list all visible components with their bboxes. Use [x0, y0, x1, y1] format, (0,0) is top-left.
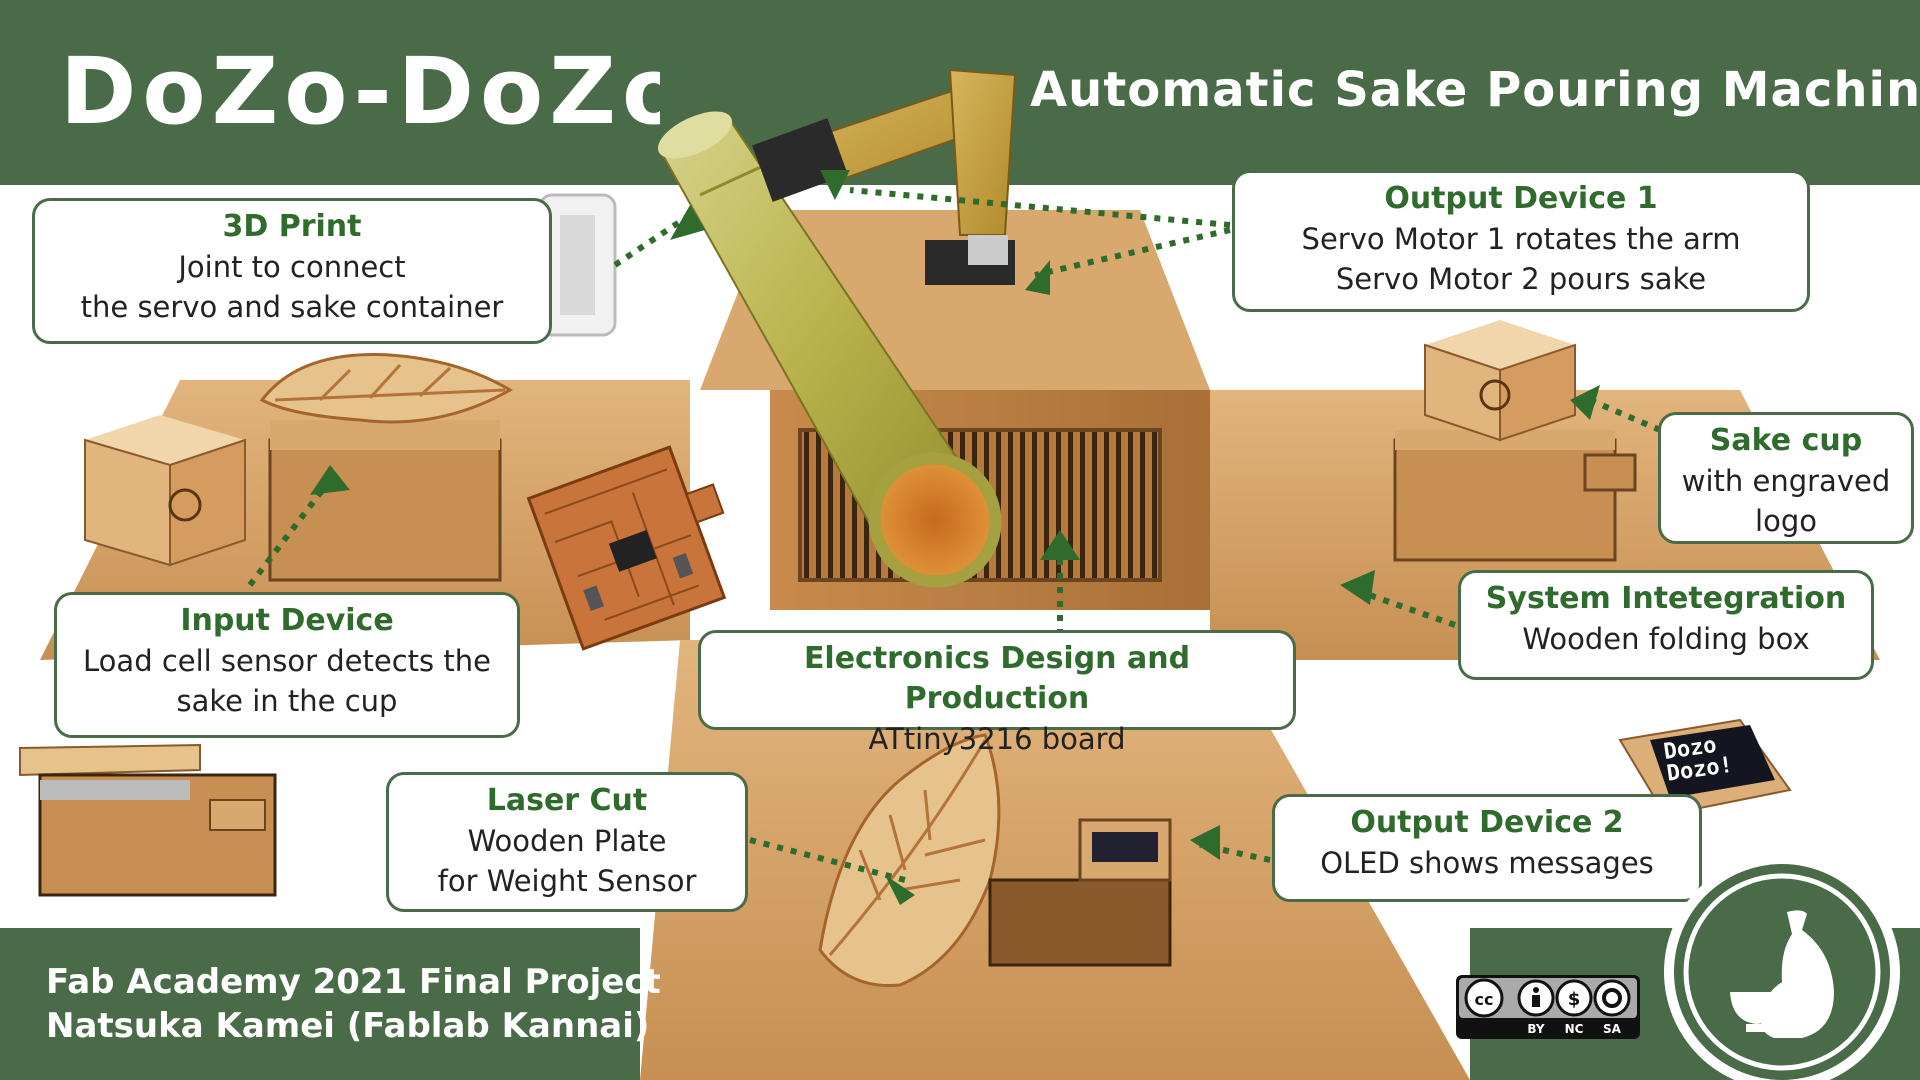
callout-line: Servo Motor 1 rotates the arm [1301, 222, 1741, 256]
cc-license-badge: cc $ BY NC SA [1456, 975, 1640, 1039]
callout-laser-cut: Laser Cut Wooden Plate for Weight Sensor [386, 772, 748, 912]
callout-line: Joint to connect [178, 250, 406, 284]
sensor-side-view [19, 743, 277, 897]
callout-title: Output Device 1 [1384, 181, 1658, 216]
callout-title: Input Device [180, 603, 394, 638]
callout-line: Wooden Plate [467, 824, 667, 858]
callout-sake-cup: Sake cup with engraved logo [1658, 412, 1914, 544]
callout-line: ATtiny3216 board [868, 722, 1126, 756]
callout-line: Wooden folding box [1522, 622, 1810, 656]
callout-title: Sake cup [1709, 423, 1863, 458]
callout-system-integration: System Intetegration Wooden folding box [1458, 570, 1874, 680]
logo-text: DoZo-DoZo [60, 38, 660, 145]
left-sensor-box [268, 438, 502, 582]
servo-arm [752, 68, 1017, 285]
callout-line: with engraved [1681, 464, 1891, 498]
callout-line: for Weight Sensor [437, 864, 697, 898]
cc-sa: SA [1603, 1022, 1622, 1036]
footer-author: Natsuka Kamei (Fablab Kannai) [46, 1006, 650, 1046]
callout-title: System Intetegration [1485, 581, 1847, 616]
callout-title: 3D Print [222, 209, 362, 244]
callout-line: logo [1755, 504, 1817, 538]
cc-nc: NC [1565, 1022, 1584, 1036]
3d-print-joint [538, 193, 617, 337]
bamboo-container [657, 111, 1002, 588]
page-subtitle: Automatic Sake Pouring Machine [1030, 62, 1920, 118]
footer-project: Fab Academy 2021 Final Project [46, 962, 661, 1002]
callout-title: Laser Cut [486, 783, 648, 818]
callout-title: Output Device 2 [1350, 805, 1624, 840]
callout-output-device-1: Output Device 1 Servo Motor 1 rotates th… [1232, 170, 1810, 312]
cc-by: BY [1527, 1022, 1544, 1036]
callout-output-device-2: Output Device 2 OLED shows messages [1272, 794, 1702, 902]
callout-electronics: Electronics Design and Production ATtiny… [698, 630, 1296, 756]
oled-device [1618, 718, 1792, 817]
sake-bottle-logo [1664, 854, 1900, 1080]
callout-line: Load cell sensor detects the [83, 644, 491, 678]
callout-line: sake in the cup [176, 684, 398, 718]
cc-text: cc [1475, 990, 1494, 1009]
callout-title: Electronics Design and Production [803, 641, 1191, 716]
pcb-board [526, 445, 727, 651]
callout-3d-print: 3D Print Joint to connect the servo and … [32, 198, 552, 344]
callout-input-device: Input Device Load cell sensor detects th… [54, 592, 520, 738]
callout-line: Servo Motor 2 pours sake [1335, 262, 1707, 296]
svg-text:$: $ [1568, 989, 1581, 1010]
pointer-arrows [310, 170, 1600, 905]
callout-line: the servo and sake container [80, 290, 504, 324]
dozo-dozo-logo: DoZo-DoZo [60, 38, 660, 145]
callout-line: OLED shows messages [1320, 846, 1654, 880]
footer-band [0, 928, 640, 1080]
